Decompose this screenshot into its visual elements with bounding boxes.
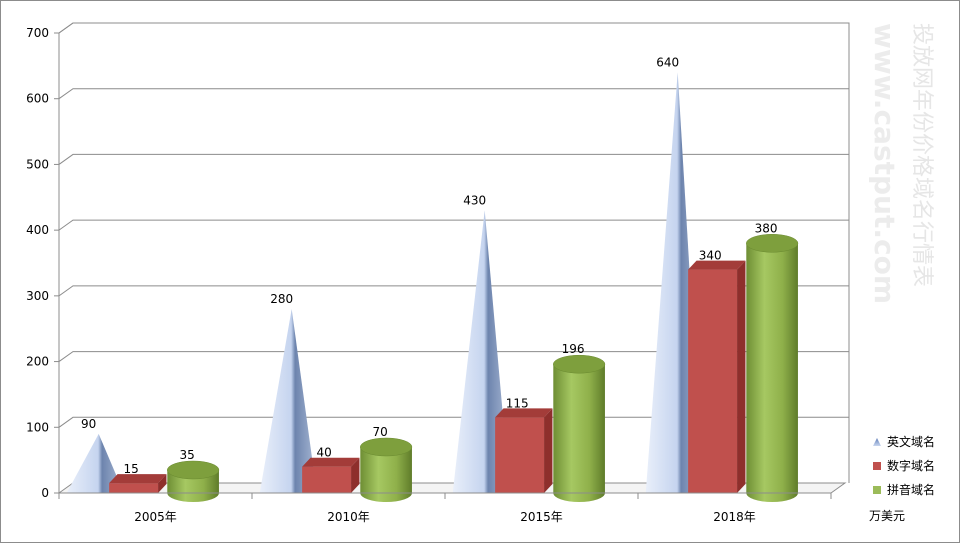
- legend-swatch: [873, 438, 881, 446]
- y-tick-label: 0: [41, 486, 49, 500]
- cylinder-bar-body: [360, 447, 412, 502]
- box-bar-top: [109, 474, 167, 484]
- gridline: [58, 285, 849, 297]
- legend-label: 英文域名: [887, 434, 935, 449]
- legend-label: 拼音域名: [887, 482, 935, 497]
- data-label: 115: [506, 396, 529, 410]
- data-label: 196: [562, 342, 585, 356]
- data-label: 70: [372, 425, 387, 439]
- data-label: 280: [270, 292, 293, 306]
- unit-label: 万美元: [869, 509, 905, 523]
- box-bar-front: [688, 269, 738, 493]
- data-label: 340: [699, 249, 722, 263]
- y-tick-label: 200: [26, 355, 49, 369]
- y-tick-label: 300: [26, 289, 49, 303]
- y-tick-label: 700: [26, 26, 49, 40]
- cylinder-bar-top: [167, 460, 220, 480]
- y-tick-label: 400: [26, 223, 49, 237]
- box-bar-side: [737, 260, 746, 493]
- gridline: [58, 219, 849, 231]
- gridline: [58, 22, 849, 34]
- y-tick-label: 100: [26, 420, 49, 434]
- cylinder-bar-top: [746, 234, 799, 253]
- x-tick-label: 2010年: [327, 510, 370, 524]
- legend-label: 数字域名: [887, 458, 935, 473]
- data-label: 640: [656, 55, 679, 69]
- x-tick-label: 2018年: [713, 510, 756, 524]
- x-tick-label: 2005年: [134, 510, 177, 524]
- data-label: 15: [124, 462, 139, 476]
- box-bar-top: [495, 408, 553, 418]
- legend-swatch: [873, 486, 881, 494]
- cone-bar: [66, 433, 124, 493]
- data-label: 40: [317, 446, 332, 460]
- gridline: [58, 88, 849, 100]
- y-tick-label: 500: [26, 157, 49, 171]
- x-tick-label: 2015年: [520, 510, 563, 524]
- box-bar-front: [302, 466, 352, 493]
- data-label: 430: [463, 193, 486, 207]
- watermark-url: www.castput.com: [868, 23, 901, 304]
- box-bar-side: [544, 408, 553, 493]
- plot-area: 90 15 35 280 40 70 430 115 196 640 340 380: [66, 55, 799, 503]
- box-bar-side: [158, 474, 167, 493]
- y-tick-label: 600: [26, 92, 49, 106]
- watermark-title: 投放网年份价格域名行情表: [909, 23, 934, 287]
- box-bar-front: [109, 483, 159, 493]
- x-axis: 2005年 2010年 2015年 2018年: [58, 492, 832, 524]
- y-axis: 0 100 200 300 400 500 600 700: [26, 26, 59, 500]
- cylinder-bar-top: [360, 437, 413, 457]
- gridline: [58, 153, 849, 165]
- data-label: 35: [179, 448, 194, 462]
- cylinder-bar-body: [746, 243, 798, 503]
- cylinder-bar-body: [553, 364, 605, 502]
- box-bar-top: [302, 457, 360, 467]
- cone-bar: [259, 309, 317, 493]
- gridline: [58, 351, 849, 362]
- box-bar-top: [688, 260, 746, 270]
- data-label: 380: [755, 221, 778, 235]
- data-label: 90: [81, 417, 96, 431]
- cylinder-bar-top: [553, 354, 606, 374]
- box-bar-front: [495, 417, 545, 493]
- legend-swatch: [873, 462, 881, 470]
- box-bar-side: [351, 457, 360, 493]
